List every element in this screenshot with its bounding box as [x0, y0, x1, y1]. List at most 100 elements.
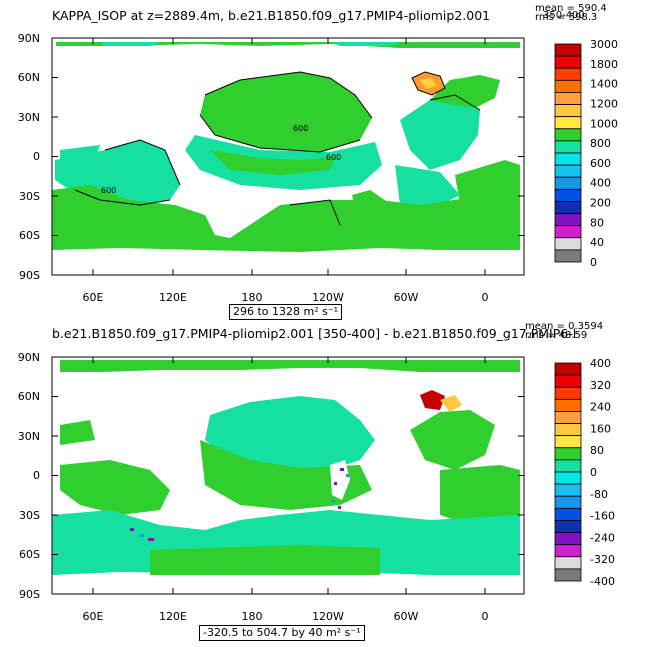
colorbar-swatch: [554, 447, 582, 461]
lat-label: 90S: [19, 269, 40, 282]
top-lon-axis: 60E 120E 180 120W 60W 0: [83, 291, 489, 304]
colorbar-swatch: [554, 55, 582, 69]
colorbar-label: 800: [590, 137, 611, 150]
colorbar-swatch: [554, 483, 582, 497]
colorbar-swatch: [554, 556, 582, 570]
lat-label: 90N: [18, 32, 40, 45]
lat-label: 30S: [19, 509, 40, 522]
lon-label: 0: [482, 610, 489, 623]
lat-label: 30S: [19, 190, 40, 203]
bottom-panel-title: b.e21.B1850.f09_g17.PMIP4-pliomip2.001 […: [52, 326, 577, 341]
colorbar-swatch: [554, 104, 582, 118]
contour-label: 600: [101, 186, 116, 195]
colorbar-label: 1200: [590, 97, 618, 110]
colorbar-swatch: [554, 67, 582, 81]
colorbar-swatch: [554, 398, 582, 412]
axis-ticks: [52, 37, 524, 595]
colorbar-swatch: [554, 188, 582, 202]
top-contour-labels: 600 600 600: [101, 124, 341, 195]
colorbar-label: 0: [590, 256, 597, 269]
colorbar-label: 80: [590, 444, 604, 457]
lat-label: 0: [33, 150, 40, 163]
bottom-stats: mean = 0.3594 rms = 48.59: [525, 321, 604, 341]
colorbar-swatch: [554, 568, 582, 582]
top-map: 600 600 600: [52, 38, 524, 275]
lon-label: 60E: [83, 610, 104, 623]
lon-label: 0: [482, 291, 489, 304]
colorbar-swatch: [554, 116, 582, 130]
colorbar-swatch: [554, 507, 582, 521]
lat-label: 30N: [18, 111, 40, 124]
lon-label: 120W: [312, 610, 344, 623]
bottom-mean: mean = 0.3594: [525, 321, 604, 332]
colorbar-swatch: [554, 152, 582, 166]
colorbar-swatch: [554, 79, 582, 93]
bottom-rms: rms = 48.59: [525, 330, 588, 341]
colorbar-label: -400: [590, 575, 615, 588]
lat-label: 60S: [19, 229, 40, 242]
colorbar-label: -80: [590, 488, 608, 501]
colorbar-swatch: [554, 435, 582, 449]
lon-label: 60E: [83, 291, 104, 304]
lon-label: 120W: [312, 291, 344, 304]
lat-label: 60N: [18, 390, 40, 403]
lat-label: 60N: [18, 71, 40, 84]
colorbar-label: -160: [590, 510, 615, 523]
colorbar-label: 0: [590, 466, 597, 479]
lon-label: 120E: [159, 610, 187, 623]
top-range-box: 296 to 1328 m² s⁻¹: [229, 304, 343, 320]
colorbar-swatch: [554, 362, 582, 376]
bottom-map: [52, 357, 524, 594]
colorbar-swatch: [554, 237, 582, 251]
colorbar-label: 160: [590, 422, 611, 435]
colorbar-swatch: [554, 201, 582, 214]
colorbar-swatch: [554, 520, 582, 533]
colorbar-label: 1400: [590, 78, 618, 91]
lat-label: 90S: [19, 588, 40, 601]
colorbar-label: 3000: [590, 38, 618, 51]
colorbar-swatch: [554, 213, 582, 227]
colorbar-label: 320: [590, 379, 611, 392]
contour-label: 600: [293, 124, 308, 133]
colorbar-label: 240: [590, 401, 611, 414]
bottom-lon-axis: 60E 120E 180 120W 60W 0: [83, 610, 489, 623]
colorbar-label: 400: [590, 357, 611, 370]
colorbar-swatch: [554, 374, 582, 388]
lat-label: 0: [33, 469, 40, 482]
bottom-colorbar: 400 320 240 160 80 0 -80 -160 -240 -320 -400: [554, 357, 615, 588]
colorbar-swatch: [554, 386, 582, 400]
colorbar-swatch: [554, 225, 582, 239]
lat-label: 90N: [18, 351, 40, 364]
lon-label: 180: [242, 291, 263, 304]
colorbar-swatch: [554, 176, 582, 190]
colorbar-swatch: [554, 164, 582, 178]
top-stats: mean = 590.4 rms = 598.3: [535, 4, 607, 23]
colorbar-swatch: [554, 532, 582, 546]
bottom-range-box: -320.5 to 504.7 by 40 m² s⁻¹: [199, 625, 365, 641]
colorbar-swatch: [554, 128, 582, 142]
colorbar-label: 80: [590, 216, 604, 229]
colorbar-swatch: [554, 471, 582, 485]
top-subrange: 350-400: [543, 10, 585, 21]
top-lat-axis: 90N 60N 30N 0 30S 60S 90S: [18, 32, 40, 282]
colorbar-swatch: [554, 92, 582, 105]
colorbar-label: 200: [590, 197, 611, 210]
colorbar-swatch: [554, 43, 582, 57]
lon-label: 60W: [394, 291, 419, 304]
top-panel-title: KAPPA_ISOP at z=2889.4m, b.e21.B1850.f09…: [52, 8, 491, 23]
colorbar-swatch: [554, 249, 582, 263]
colorbar-swatch: [554, 411, 582, 424]
bottom-lat-axis: 90N 60N 30N 0 30S 60S 90S: [18, 351, 40, 601]
colorbar-label: 600: [590, 157, 611, 170]
colorbar-label: 1800: [590, 58, 618, 71]
colorbar-swatch: [554, 459, 582, 473]
lon-label: 60W: [394, 610, 419, 623]
contour-label: 600: [326, 153, 341, 162]
lat-label: 30N: [18, 430, 40, 443]
colorbar-label: 1000: [590, 117, 618, 130]
colorbar-label: -240: [590, 531, 615, 544]
colorbar-swatch: [554, 495, 582, 509]
lon-label: 120E: [159, 291, 187, 304]
